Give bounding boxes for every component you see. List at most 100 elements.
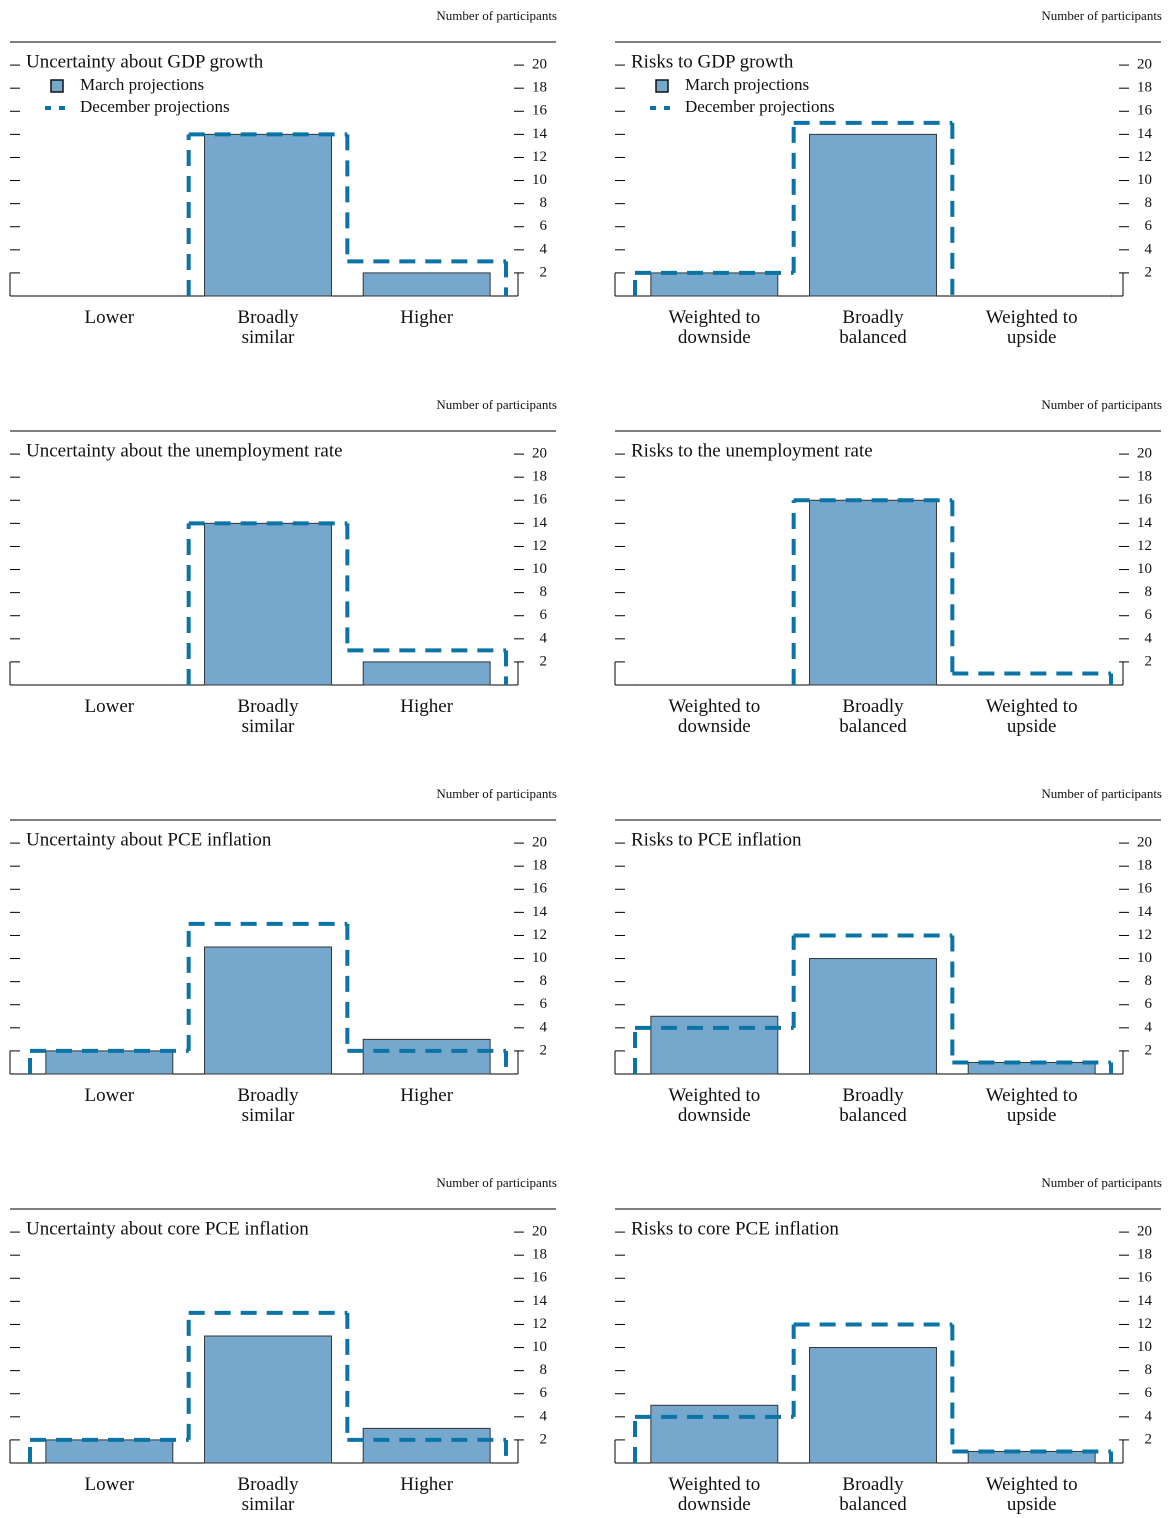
y-tick-label: 4 bbox=[540, 241, 548, 257]
x-tick-label: Higher bbox=[400, 307, 454, 328]
x-tick-label: Higher bbox=[400, 1085, 454, 1106]
y-tick-label: 12 bbox=[1137, 538, 1152, 554]
y-tick-label: 8 bbox=[540, 195, 548, 211]
legend-swatch bbox=[655, 79, 669, 93]
y-tick-label: 10 bbox=[1137, 950, 1152, 966]
y-tick-label: 14 bbox=[532, 1293, 548, 1309]
y-tick-label: 20 bbox=[1137, 835, 1152, 851]
x-tick-label: Broadly similar bbox=[237, 1474, 299, 1515]
bar bbox=[45, 1050, 174, 1075]
x-tick-label: Higher bbox=[400, 696, 454, 717]
bar bbox=[362, 661, 491, 686]
y-tick-label: 2 bbox=[540, 1042, 548, 1058]
y-tick-label: 2 bbox=[540, 1431, 548, 1447]
bar bbox=[650, 272, 779, 297]
legend-label: December projections bbox=[80, 97, 230, 116]
y-tick-label: 8 bbox=[1145, 973, 1153, 989]
y-tick-label: 10 bbox=[532, 950, 547, 966]
bar bbox=[809, 958, 937, 1075]
y-tick-label: 6 bbox=[540, 996, 548, 1012]
y-tick-label: 4 bbox=[1145, 1019, 1153, 1035]
y-tick-label: 10 bbox=[532, 561, 547, 577]
chart-title: Risks to PCE inflation bbox=[631, 829, 802, 850]
y-tick-label: 12 bbox=[532, 927, 547, 943]
y-tick-label: 16 bbox=[1137, 103, 1153, 119]
y-axis-label: Number of participants bbox=[436, 1175, 557, 1190]
y-tick-label: 4 bbox=[1145, 630, 1153, 646]
y-axis-label: Number of participants bbox=[436, 786, 557, 801]
y-tick-label: 16 bbox=[532, 1270, 548, 1286]
chart-title: Uncertainty about GDP growth bbox=[26, 51, 264, 72]
y-tick-label: 8 bbox=[1145, 195, 1153, 211]
chart-title: Uncertainty about the unemployment rate bbox=[26, 440, 343, 461]
legend-label: March projections bbox=[80, 75, 204, 94]
x-tick-label: Weighted to upside bbox=[985, 1085, 1078, 1126]
y-tick-label: 2 bbox=[540, 653, 548, 669]
y-tick-label: 20 bbox=[532, 446, 547, 462]
y-tick-label: 14 bbox=[532, 904, 548, 920]
y-axis-label: Number of participants bbox=[1041, 397, 1162, 412]
bar bbox=[809, 499, 937, 686]
chart-title: Risks to GDP growth bbox=[631, 51, 794, 72]
y-tick-label: 10 bbox=[532, 1339, 547, 1355]
y-tick-label: 6 bbox=[540, 607, 548, 623]
y-tick-label: 6 bbox=[1145, 1385, 1153, 1401]
y-tick-label: 20 bbox=[1137, 446, 1152, 462]
x-tick-label: Broadly similar bbox=[237, 1085, 299, 1126]
y-tick-label: 20 bbox=[1137, 1224, 1152, 1240]
chart-title: Uncertainty about core PCE inflation bbox=[26, 1218, 309, 1239]
x-tick-label: Broadly balanced bbox=[839, 307, 907, 348]
bar bbox=[650, 1015, 779, 1075]
y-tick-label: 18 bbox=[1137, 1247, 1152, 1263]
x-tick-label: Broadly balanced bbox=[839, 1474, 907, 1515]
x-tick-label: Broadly similar bbox=[237, 307, 299, 348]
x-tick-label: Weighted to upside bbox=[985, 307, 1078, 348]
y-tick-label: 2 bbox=[1145, 264, 1153, 280]
legend-swatch bbox=[50, 79, 64, 93]
y-tick-label: 12 bbox=[532, 538, 547, 554]
y-tick-label: 2 bbox=[1145, 653, 1153, 669]
x-tick-label: Weighted to downside bbox=[668, 307, 761, 348]
y-tick-label: 16 bbox=[1137, 1270, 1153, 1286]
bar bbox=[362, 1427, 491, 1464]
y-tick-label: 18 bbox=[1137, 858, 1152, 874]
x-tick-label: Broadly balanced bbox=[839, 1085, 907, 1126]
y-tick-label: 20 bbox=[1137, 57, 1152, 73]
y-tick-label: 12 bbox=[1137, 149, 1152, 165]
x-tick-label: Higher bbox=[400, 1474, 454, 1495]
legend-label: March projections bbox=[685, 75, 809, 94]
y-tick-label: 14 bbox=[1137, 126, 1153, 142]
y-tick-label: 12 bbox=[532, 1316, 547, 1332]
x-tick-label: Lower bbox=[84, 1474, 135, 1495]
y-tick-label: 12 bbox=[532, 149, 547, 165]
x-tick-label: Broadly balanced bbox=[839, 696, 907, 737]
bar bbox=[204, 1335, 332, 1464]
y-tick-label: 4 bbox=[540, 1019, 548, 1035]
y-tick-label: 14 bbox=[1137, 1293, 1153, 1309]
y-tick-label: 16 bbox=[532, 881, 548, 897]
y-tick-label: 2 bbox=[1145, 1431, 1153, 1447]
y-tick-label: 16 bbox=[532, 103, 548, 119]
y-tick-label: 20 bbox=[532, 1224, 547, 1240]
y-tick-label: 18 bbox=[532, 858, 547, 874]
y-tick-label: 8 bbox=[540, 1362, 548, 1378]
y-tick-label: 20 bbox=[532, 57, 547, 73]
x-tick-label: Lower bbox=[84, 307, 135, 328]
y-tick-label: 18 bbox=[532, 80, 547, 96]
chart-title: Uncertainty about PCE inflation bbox=[26, 829, 272, 850]
y-tick-label: 8 bbox=[1145, 1362, 1153, 1378]
y-tick-label: 16 bbox=[1137, 881, 1153, 897]
y-tick-label: 6 bbox=[1145, 996, 1153, 1012]
y-tick-label: 6 bbox=[540, 1385, 548, 1401]
bar bbox=[809, 133, 937, 297]
x-tick-label: Lower bbox=[84, 1085, 135, 1106]
y-tick-label: 4 bbox=[540, 630, 548, 646]
y-tick-label: 10 bbox=[532, 172, 547, 188]
y-tick-label: 2 bbox=[540, 264, 548, 280]
y-tick-label: 14 bbox=[532, 126, 548, 142]
bar bbox=[45, 1439, 174, 1464]
y-tick-label: 10 bbox=[1137, 1339, 1152, 1355]
y-tick-label: 16 bbox=[532, 492, 548, 508]
